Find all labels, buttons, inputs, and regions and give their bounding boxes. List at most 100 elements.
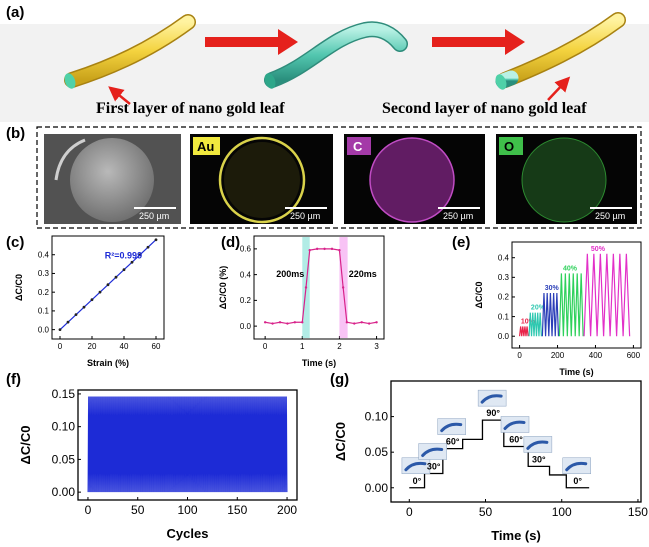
series-label: 40% bbox=[563, 265, 578, 272]
panel-label-c: (c) bbox=[6, 234, 24, 251]
x-tick-label: 600 bbox=[627, 351, 641, 360]
panel-label-d: (d) bbox=[221, 234, 240, 251]
hand-icon bbox=[421, 447, 444, 458]
annotation-fall-time: 220ms bbox=[349, 269, 377, 279]
pointer-arrow-2 bbox=[547, 76, 571, 101]
hand-icon bbox=[480, 394, 503, 404]
hand-photo bbox=[500, 416, 530, 433]
hand-photo bbox=[437, 418, 466, 435]
data-point bbox=[114, 275, 118, 279]
data-point bbox=[66, 320, 70, 324]
series-line bbox=[87, 396, 288, 493]
au-tag-box bbox=[193, 137, 220, 155]
data-point bbox=[315, 247, 319, 251]
x-tick-label: 100 bbox=[552, 505, 572, 519]
fiber-teal-illustration bbox=[264, 21, 408, 89]
x-tick-label: 20 bbox=[88, 342, 97, 351]
x-axis-label: Cycles bbox=[167, 526, 209, 541]
series-line bbox=[541, 293, 560, 337]
data-point bbox=[301, 321, 304, 324]
data-point bbox=[308, 248, 311, 252]
x-axis-label: Time (s) bbox=[559, 367, 593, 377]
y-tick-label: 0.4 bbox=[240, 270, 252, 279]
y-tick-label: 0.6 bbox=[240, 245, 252, 254]
data-point bbox=[345, 321, 349, 324]
y-axis-label: ΔC/C0 (%) bbox=[218, 266, 228, 309]
data-point bbox=[82, 305, 86, 309]
data-point bbox=[98, 290, 102, 294]
y-tick-label: 0.00 bbox=[52, 485, 76, 499]
o-tag: O bbox=[504, 139, 514, 154]
fiber-gold-illustration bbox=[64, 14, 196, 89]
x-tick-label: 40 bbox=[120, 342, 129, 351]
panel-label-e: (e) bbox=[452, 234, 470, 251]
data-point bbox=[353, 322, 356, 325]
x-tick-label: 100 bbox=[177, 503, 197, 517]
data-point bbox=[271, 322, 274, 325]
data-point bbox=[367, 322, 371, 325]
x-tick-label: 400 bbox=[589, 351, 603, 360]
annotation-r2: R²=0.999 bbox=[105, 250, 142, 260]
panel-label-g: (g) bbox=[330, 371, 349, 388]
x-tick-label: 0 bbox=[517, 351, 522, 360]
y-tick-label: 0.3 bbox=[38, 269, 50, 278]
y-tick-label: 0.10 bbox=[52, 420, 76, 434]
y-tick-label: 0.05 bbox=[52, 452, 76, 466]
angle-label: 0° bbox=[413, 476, 422, 486]
data-point bbox=[375, 321, 378, 324]
series-line bbox=[583, 253, 631, 337]
x-axis-label: Time (s) bbox=[491, 528, 541, 543]
y-tick-label: 0.1 bbox=[498, 312, 510, 321]
chart-g-finger-bending: 0 50 100 150 0.00 0.05 0.10 Time (s) ΔC/C0 0° 30° 6… bbox=[333, 380, 648, 543]
data-point bbox=[154, 238, 158, 242]
scale-bar-o: 250 µm bbox=[595, 211, 625, 221]
hand-icon bbox=[404, 461, 427, 472]
y-axis-label: ΔC/C0 bbox=[18, 426, 33, 465]
x-tick-label: 3 bbox=[374, 342, 379, 351]
data-point bbox=[286, 322, 289, 325]
c-tag: C bbox=[353, 139, 363, 154]
fiber-gold-second-illustration bbox=[495, 12, 626, 90]
pointer-arrow-1 bbox=[108, 86, 131, 105]
panel-label-f: (f) bbox=[6, 371, 21, 388]
data-point bbox=[138, 253, 142, 257]
data-point bbox=[74, 313, 78, 317]
x-tick-label: 0 bbox=[58, 342, 63, 351]
c-map: C 250 µm bbox=[344, 134, 485, 224]
y-tick-label: 0.05 bbox=[365, 445, 389, 459]
sem-image: 250 µm bbox=[44, 134, 181, 224]
angle-label: 60° bbox=[446, 437, 460, 447]
hand-photo bbox=[477, 389, 507, 407]
process-arrow-1 bbox=[205, 29, 298, 55]
hand-photo bbox=[418, 443, 447, 460]
data-point bbox=[58, 328, 62, 332]
y-tick-label: 0.2 bbox=[240, 296, 252, 305]
scale-bar-c: 250 µm bbox=[443, 211, 473, 221]
panel-a: (a) First layer of nano gold leaf Second bbox=[0, 4, 649, 122]
data-point bbox=[122, 268, 126, 272]
data-point bbox=[130, 260, 134, 264]
x-tick-label: 150 bbox=[628, 505, 648, 519]
y-tick-label: 0.3 bbox=[498, 273, 510, 282]
series-label: 10% bbox=[521, 318, 536, 325]
series-label: 30% bbox=[545, 285, 560, 292]
y-tick-label: 0.15 bbox=[52, 387, 76, 401]
series-line bbox=[558, 273, 584, 337]
chart-c-strain-response: 0 20 40 60 0.0 0.1 0.2 0.3 0.4 Strain (%) ΔC/C0 bbox=[14, 235, 165, 368]
x-tick-label: 200 bbox=[277, 503, 297, 517]
x-tick-label: 2 bbox=[337, 342, 342, 351]
data-point bbox=[263, 321, 267, 324]
y-tick-label: 0.00 bbox=[365, 481, 389, 495]
x-tick-label: 0 bbox=[263, 342, 268, 351]
plot-frame bbox=[511, 241, 642, 349]
process-arrow-2 bbox=[432, 29, 525, 55]
y-tick-label: 0.0 bbox=[240, 322, 252, 331]
x-tick-label: 0 bbox=[406, 505, 413, 519]
chart-d-response-time: 0 1 2 3 0.0 0.2 0.4 0.6 Time (s) ΔC/C0 (%) bbox=[218, 235, 385, 368]
data-point bbox=[278, 321, 282, 324]
data-point bbox=[293, 321, 297, 324]
angle-label: 30° bbox=[427, 462, 441, 472]
scale-bar-sem: 250 µm bbox=[139, 211, 169, 221]
series-label: 50% bbox=[591, 246, 606, 253]
x-tick-label: 50 bbox=[479, 505, 493, 519]
